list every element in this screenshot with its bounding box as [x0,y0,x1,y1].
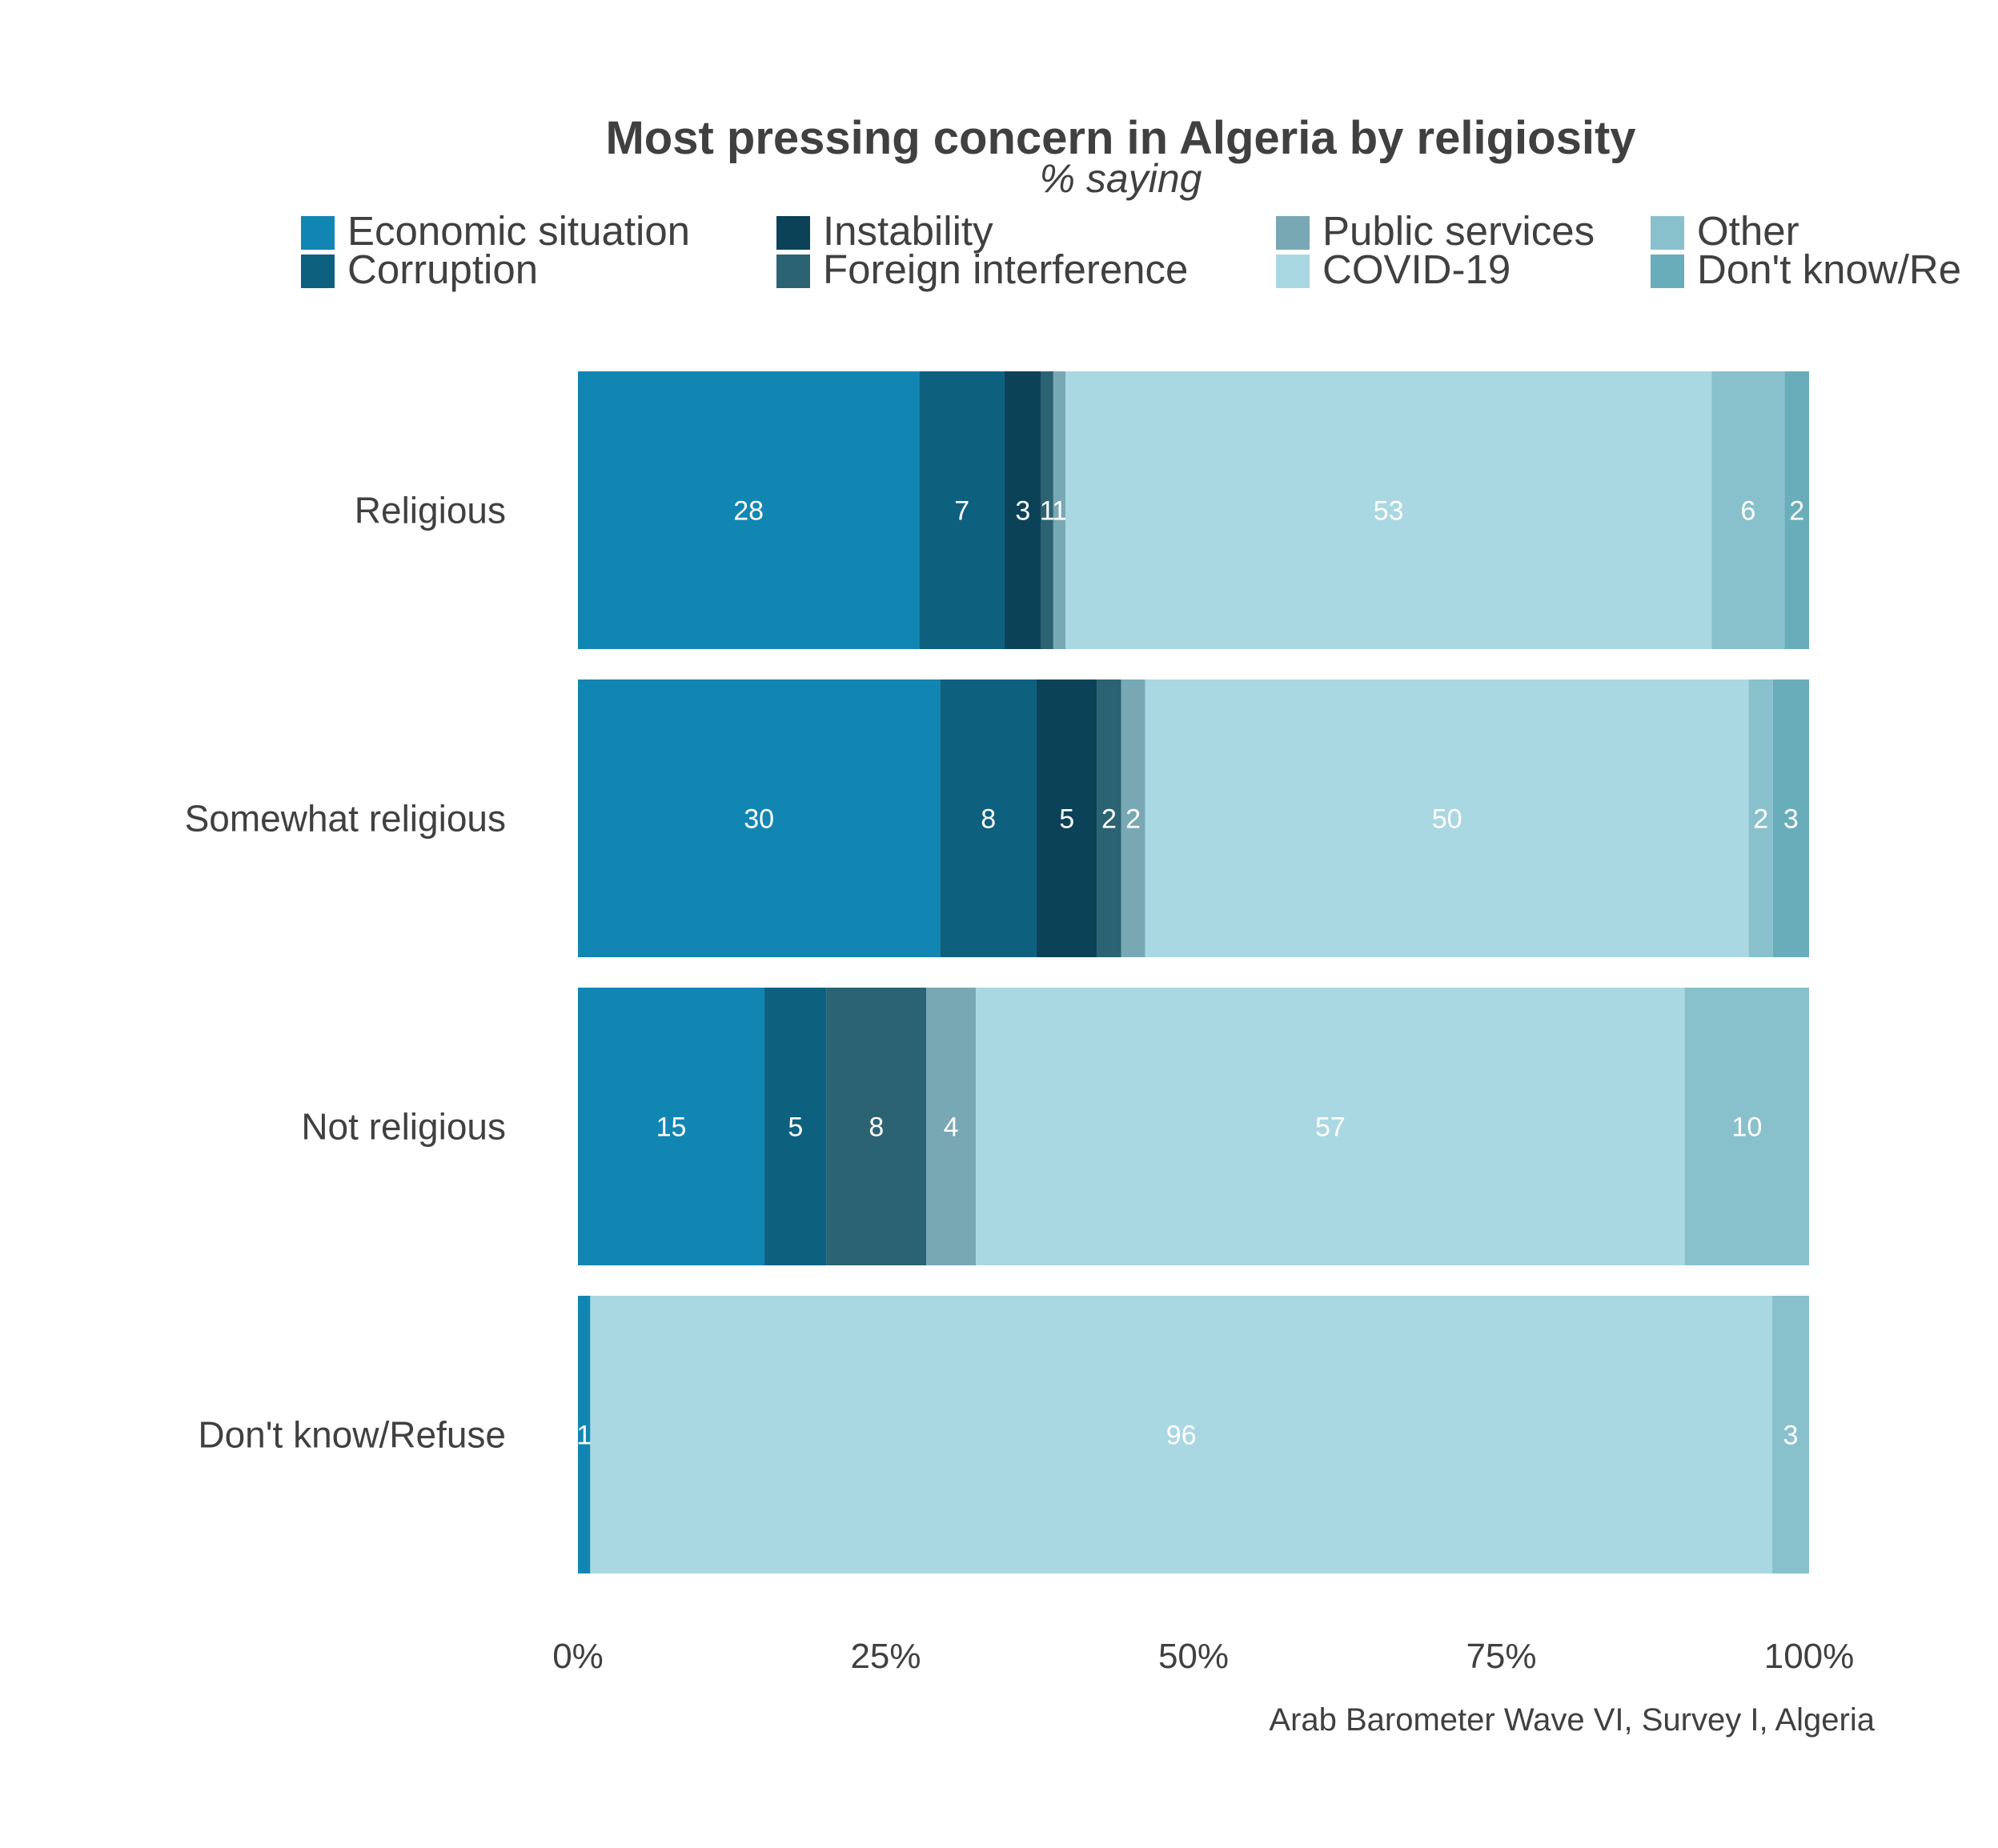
data-label: 5 [1059,804,1074,835]
legend-swatch [1276,255,1310,288]
data-label: 1 [1052,496,1067,527]
data-label: 57 [1315,1112,1346,1143]
data-label: 15 [656,1112,687,1143]
bar-segment-instability [1036,679,1097,957]
bar-segment-corruption [940,679,1037,957]
bar-segment-foreign-interference [1041,371,1053,649]
bar-segment-public-services [925,988,977,1265]
chart-subtitle: % saying [1040,156,1202,201]
data-label: 50 [1432,804,1462,835]
bar-segment-economic-situation [578,988,765,1265]
data-label: 2 [1789,496,1804,527]
x-tick-label: 50% [1158,1637,1229,1676]
category-label: Somewhat religious [185,798,506,840]
category-label: Don't know/Refuse [198,1414,506,1456]
category-label: Religious [355,490,506,531]
bar-segment-covid-19 [1145,679,1749,957]
legend-label: Economic situation [347,208,690,254]
bar-segment-instability [1004,371,1041,649]
legend-item-covid-19: COVID-19 [1276,247,1511,292]
legend-item-corruption: Corruption [301,247,538,292]
legend-label: Foreign interference [823,247,1188,292]
bar-segment-covid-19 [976,988,1685,1265]
bar-segment-corruption [919,371,1005,649]
legend-swatch [776,216,810,250]
data-label: 1 [576,1421,592,1451]
data-label: 3 [1783,1421,1798,1451]
data-label: 53 [1374,496,1404,527]
data-label: 2 [1101,804,1117,835]
data-label: 6 [1740,496,1755,527]
bar-segment-public-services [1053,371,1066,649]
legend-item-other: Other [1651,208,1799,254]
bar-segment-covid-19 [590,1296,1772,1573]
data-label: 3 [1015,496,1030,527]
bar-segment-don-t-know-re [1784,371,1809,649]
data-label: 2 [1125,804,1141,835]
source-note: Arab Barometer Wave VI, Survey I, Algeri… [1269,1702,1875,1738]
bar-segment-don-t-know-re [1772,679,1809,957]
legend-swatch [301,216,335,250]
legend-item-don-t-know-re: Don't know/Re [1651,247,1961,292]
bar-segment-other [1684,988,1809,1265]
legend-swatch [776,255,810,288]
x-axis: 0% 25% 50% 75% 100% [552,1637,1854,1676]
data-label: 2 [1753,804,1768,835]
data-label: 30 [744,804,774,835]
legend-label: Don't know/Re [1697,247,1961,292]
data-label: 8 [981,804,996,835]
legend-swatch [1651,255,1684,288]
bar-segment-other [1748,679,1773,957]
category-label: Not religious [301,1106,506,1148]
data-label: 3 [1783,804,1799,835]
data-label: 5 [788,1112,803,1143]
bar-segment-corruption [764,988,827,1265]
bar-segment-foreign-interference [826,988,926,1265]
legend-swatch [1276,216,1310,250]
legend-item-economic-situation: Economic situation [301,208,690,254]
bar-segment-economic-situation [578,679,941,957]
legend-swatch [1651,216,1684,250]
bar-segment-other [1711,371,1785,649]
legend-item-foreign-interference: Foreign interference [776,247,1188,292]
bars-group: 28 7 3 11 53 6 230 8 5 2 2 50 2 315 5 8 4 57 101 96 3 [576,371,1809,1573]
legend-swatch [301,255,335,288]
data-label: 96 [1166,1421,1197,1451]
bar-row-religious: 28 7 3 11 53 6 2 [578,371,1809,649]
data-label: 28 [733,496,764,527]
bar-segment-foreign-interference [1097,679,1121,957]
x-tick-label: 75% [1466,1637,1536,1676]
chart-title: Most pressing concern in Algeria by reli… [605,112,1635,164]
data-label: 10 [1731,1112,1762,1143]
legend-label: Other [1697,208,1799,254]
x-tick-label: 100% [1764,1637,1855,1676]
data-label: 4 [944,1112,959,1143]
bar-segment-public-services [1121,679,1145,957]
legend-item-public-services: Public services [1276,208,1595,254]
data-label: 8 [869,1112,884,1143]
data-label: 7 [954,496,969,527]
data-label: 1 [1040,496,1055,527]
bar-segment-covid-19 [1065,371,1712,649]
bar-row-somewhat-religious: 30 8 5 2 2 50 2 3 [578,679,1809,957]
bar-row-not-religious: 15 5 8 4 57 10 [578,988,1809,1265]
legend-label: Corruption [347,247,538,292]
category-labels: Religious Somewhat religious Not religious… [185,490,506,1456]
x-tick-label: 0% [552,1637,604,1676]
bar-segment-economic-situation [578,1296,591,1573]
bar-segment-other [1771,1296,1809,1573]
legend-label: Instability [823,208,993,254]
legend-label: COVID-19 [1322,247,1511,292]
x-tick-label: 25% [850,1637,921,1676]
bar-segment-economic-situation [578,371,920,649]
legend-label: Public services [1322,208,1595,254]
legend-item-instability: Instability [776,208,993,254]
bar-row-don-t-know-refuse: 1 96 3 [576,1296,1809,1573]
